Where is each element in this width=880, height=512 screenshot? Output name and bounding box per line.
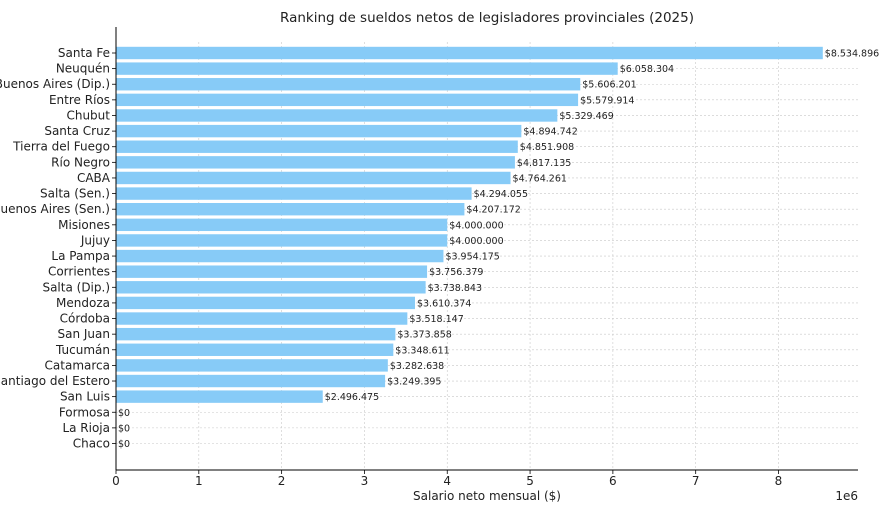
category-label: Río Negro — [51, 155, 110, 169]
bar-value-label: $0 — [118, 423, 130, 434]
bar — [116, 343, 394, 356]
bar — [116, 390, 323, 403]
bar — [116, 171, 511, 185]
category-label: Mendoza — [56, 296, 110, 310]
bar — [116, 249, 444, 263]
bar-value-label: $3.756.379 — [429, 267, 483, 278]
category-label: Córdoba — [60, 312, 110, 326]
x-axis-ticks: 0 1 2 3 4 5 6 7 8 — [112, 52, 783, 488]
category-label: Santa Cruz — [44, 124, 110, 138]
bar — [116, 265, 428, 278]
bar — [116, 281, 426, 294]
bar-value-label: $4.294.055 — [474, 189, 528, 200]
category-label: Chaco — [73, 437, 110, 451]
bar-value-label: $4.817.135 — [517, 158, 571, 169]
bar-value-label: $5.606.201 — [582, 80, 636, 91]
x-axis-scale-label: 1e6 — [835, 489, 858, 503]
x-tick-label: 2 — [278, 474, 286, 488]
category-label: Chubut — [66, 108, 110, 122]
bar-value-label: $4.000.000 — [449, 220, 503, 231]
bar-value-label: $4.894.742 — [523, 127, 577, 138]
category-label: San Luis — [60, 390, 110, 404]
bar-value-label: $0 — [118, 439, 130, 450]
x-tick-label: 7 — [692, 474, 700, 488]
bar-value-label: $3.738.843 — [428, 283, 482, 294]
bar-value-label: $3.373.858 — [397, 330, 451, 341]
category-label: Misiones — [58, 218, 110, 232]
category-label: Corrientes — [48, 265, 110, 279]
value-labels: $8.534.896 $6.058.304 $5.606.201 $5.579.914… — [118, 49, 879, 451]
bar-value-label: $2.496.475 — [325, 392, 379, 403]
category-label: San Juan — [58, 327, 111, 341]
bar — [116, 218, 448, 232]
bar — [116, 312, 408, 325]
bar-value-label: $4.207.172 — [466, 205, 520, 216]
bar-value-label: $3.282.638 — [390, 361, 444, 372]
x-tick-label: 5 — [526, 474, 534, 488]
category-label: Santa Fe — [58, 46, 110, 60]
bar — [116, 187, 472, 200]
bar-value-label: $6.058.304 — [620, 64, 674, 75]
bar — [116, 296, 415, 310]
category-label: CABA — [77, 171, 111, 185]
bar — [116, 62, 618, 75]
category-label: Tucumán — [55, 343, 110, 357]
category-label: Salta (Dip.) — [42, 280, 110, 294]
bar-value-label: $3.610.374 — [417, 298, 471, 309]
bar-value-label: $3.348.611 — [395, 345, 449, 356]
category-label: La Rioja — [62, 421, 110, 435]
bar-value-label: $8.534.896 — [825, 49, 879, 60]
x-tick-label: 3 — [361, 474, 369, 488]
bar — [116, 78, 581, 91]
bar — [116, 359, 388, 372]
bar-value-label: $0 — [118, 408, 130, 419]
x-tick-label: 1 — [195, 474, 203, 488]
bar — [116, 46, 823, 60]
bar-value-label: $5.579.914 — [580, 95, 634, 106]
bar-value-label: $4.764.261 — [513, 173, 567, 184]
category-label: Buenos Aires (Sen.) — [0, 202, 110, 216]
category-label: Tierra del Fuego — [12, 140, 110, 154]
x-tick-label: 8 — [775, 474, 783, 488]
category-label: Entre Ríos — [49, 93, 110, 107]
bar — [116, 327, 396, 341]
chart-title: Ranking de sueldos netos de legisladores… — [280, 10, 694, 26]
bars — [116, 46, 823, 403]
x-tick-label: 6 — [609, 474, 617, 488]
bar-value-label: $4.000.000 — [449, 236, 503, 247]
category-label: Santiago del Estero — [0, 374, 110, 388]
bar — [116, 156, 515, 169]
bar — [116, 140, 518, 153]
category-label: Buenos Aires (Dip.) — [0, 77, 110, 91]
bar — [116, 203, 465, 216]
bar-value-label: $3.954.175 — [445, 252, 499, 263]
category-label: La Pampa — [51, 249, 110, 263]
bar-value-label: $5.329.469 — [559, 111, 613, 122]
category-label: Salta (Sen.) — [40, 187, 110, 201]
bar-value-label: $3.518.147 — [409, 314, 463, 325]
x-tick-label: 0 — [112, 474, 120, 488]
category-label: Catamarca — [45, 358, 110, 372]
bar-value-label: $3.249.395 — [387, 377, 441, 388]
bar — [116, 93, 579, 107]
category-label: Formosa — [59, 405, 110, 419]
x-axis-label: Salario neto mensual ($) — [413, 489, 561, 503]
bar — [116, 374, 386, 388]
bar-value-label: $4.851.908 — [520, 142, 574, 153]
category-label: Jujuy — [80, 233, 110, 247]
category-label: Neuquén — [56, 62, 110, 76]
bar — [116, 124, 522, 138]
bar — [116, 109, 558, 122]
bar — [116, 234, 448, 247]
x-tick-label: 4 — [443, 474, 451, 488]
